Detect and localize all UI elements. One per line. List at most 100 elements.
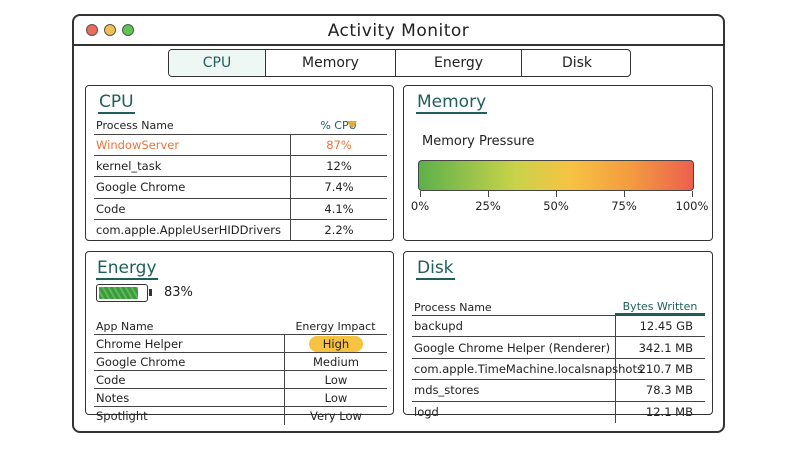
table-header: App Name Energy Impact bbox=[94, 318, 387, 335]
value: Low bbox=[324, 372, 348, 387]
process-name: Code bbox=[96, 201, 126, 216]
memory-pressure-bar bbox=[418, 160, 694, 191]
value-cell: Low bbox=[284, 371, 387, 388]
process-name: kernel_task bbox=[96, 159, 162, 174]
value-cell: Very Low bbox=[284, 407, 387, 425]
value-cell: 210.7 MB bbox=[615, 358, 705, 380]
value-cell: 12% bbox=[290, 156, 387, 177]
table-row: Google Chrome Medium bbox=[94, 353, 387, 371]
process-name: Google Chrome bbox=[96, 180, 186, 195]
process-name: com.apple.TimeMachine.localsnapshots bbox=[414, 361, 643, 376]
tick bbox=[420, 191, 421, 197]
tab[interactable]: Energy bbox=[396, 50, 522, 76]
title-bar: Activity Monitor bbox=[74, 16, 723, 46]
tab[interactable]: CPU bbox=[169, 50, 266, 76]
column-header: % CPU bbox=[320, 119, 357, 132]
process-name: Chrome Helper bbox=[96, 336, 183, 351]
table-header: Process Name Bytes Written bbox=[412, 299, 705, 316]
value: 87% bbox=[326, 138, 352, 153]
value-cell: Low bbox=[284, 389, 387, 406]
value-cell: 78.3 MB bbox=[615, 380, 705, 401]
value-cell: High bbox=[284, 335, 387, 352]
panel-title: Disk bbox=[416, 258, 455, 280]
memory-label: Memory Pressure bbox=[422, 134, 535, 149]
value: 342.1 MB bbox=[638, 340, 693, 355]
process-name: Notes bbox=[96, 390, 130, 405]
battery-level: 83% bbox=[164, 285, 193, 300]
window-title: Activity Monitor bbox=[327, 21, 470, 41]
table-row: Google Chrome 7.4% bbox=[94, 177, 387, 199]
column-header: App Name bbox=[96, 319, 154, 333]
value: Low bbox=[324, 390, 348, 405]
cpu-panel: CPU Process Name % CPU WindowServer 87% kern… bbox=[85, 85, 394, 241]
tick-label: 50% bbox=[543, 199, 569, 213]
minimize-button[interactable] bbox=[104, 24, 116, 36]
value-cell: 342.1 MB bbox=[615, 337, 705, 358]
value: Very Low bbox=[310, 409, 362, 423]
process-name: mds_stores bbox=[414, 383, 480, 398]
process-name: Google Chrome Helper (Renderer) bbox=[414, 340, 611, 355]
tick bbox=[488, 191, 489, 197]
tab-bar: CPU Memory Energy Disk bbox=[168, 49, 631, 77]
table-row: com.apple.AppleUserHIDDrivers 2.2% bbox=[94, 219, 387, 241]
process-name: Google Chrome bbox=[96, 354, 186, 369]
table-row: Google Chrome Helper (Renderer) 342.1 MB bbox=[412, 337, 705, 359]
tick-label: 100% bbox=[675, 199, 709, 213]
table-row: kernel_task 12% bbox=[94, 156, 387, 178]
value-cell: Medium bbox=[284, 353, 387, 370]
value: 210.7 MB bbox=[638, 361, 693, 376]
value: 7.4% bbox=[324, 180, 354, 195]
column-header: Process Name bbox=[414, 300, 492, 314]
close-button[interactable] bbox=[86, 24, 98, 36]
panel-title: Energy bbox=[96, 258, 158, 280]
tab[interactable]: Disk bbox=[561, 55, 593, 71]
memory-panel: Memory Memory Pressure 0% 25% 50% 75% 100% bbox=[403, 85, 713, 241]
tab[interactable]: Memory bbox=[266, 50, 396, 76]
value: 2.2% bbox=[324, 223, 354, 238]
energy-panel: Energy 83% App Name Energy Impact Chrome H… bbox=[85, 251, 394, 425]
panel-title: CPU bbox=[98, 92, 135, 114]
process-name: com.apple.AppleUserHIDDrivers bbox=[96, 223, 282, 238]
tick-label: 0% bbox=[410, 199, 430, 213]
value: 12.45 GB bbox=[639, 319, 693, 334]
process-name: logd bbox=[414, 405, 439, 420]
tick-label: 75% bbox=[611, 199, 637, 213]
table-row: Code 4.1% bbox=[94, 198, 387, 220]
window: Activity Monitor CPU Memory Energy Disk CPU… bbox=[72, 14, 725, 433]
table-row: mds_stores 78.3 MB bbox=[412, 380, 705, 402]
table-row: Notes Low bbox=[94, 389, 387, 407]
table-row: WindowServer 87% bbox=[94, 135, 387, 157]
value: 78.3 MB bbox=[645, 383, 693, 398]
process-name: Spotlight bbox=[96, 409, 148, 423]
process-name: WindowServer bbox=[96, 138, 180, 153]
table-row: Code Low bbox=[94, 371, 387, 389]
value: 12.1 MB bbox=[645, 405, 693, 420]
column-header: Process Name bbox=[96, 119, 174, 132]
value: Medium bbox=[313, 354, 359, 369]
tick bbox=[624, 191, 625, 197]
disk-panel: Disk Process Name Bytes Written backupd 12.… bbox=[403, 251, 713, 423]
value-cell: 12.1 MB bbox=[615, 401, 705, 423]
value-cell: 4.1% bbox=[290, 198, 387, 219]
panel-title: Memory bbox=[416, 92, 488, 114]
value-cell: 7.4% bbox=[290, 177, 387, 198]
column-header: Energy Impact bbox=[295, 319, 376, 333]
table-row: Chrome Helper High bbox=[94, 335, 387, 353]
value: 4.1% bbox=[324, 201, 354, 216]
value-cell: 2.2% bbox=[290, 219, 387, 241]
battery-icon bbox=[96, 284, 152, 302]
table-header: Process Name % CPU bbox=[94, 117, 387, 135]
scale: 0% 25% 50% 75% 100% bbox=[404, 191, 714, 221]
process-name: backupd bbox=[414, 319, 463, 334]
column-header: Bytes Written bbox=[615, 300, 705, 315]
table-row: com.apple.TimeMachine.localsnapshots 210.… bbox=[412, 358, 705, 381]
sort-indicator[interactable] bbox=[347, 121, 357, 129]
battery-tip bbox=[149, 289, 152, 296]
value-cell: 87% bbox=[290, 135, 387, 156]
value: High bbox=[308, 335, 364, 352]
tick-label: 25% bbox=[475, 199, 501, 213]
zoom-button[interactable] bbox=[122, 24, 134, 36]
table-row: Spotlight Very Low bbox=[94, 407, 387, 425]
table-row: logd 12.1 MB bbox=[412, 401, 705, 423]
